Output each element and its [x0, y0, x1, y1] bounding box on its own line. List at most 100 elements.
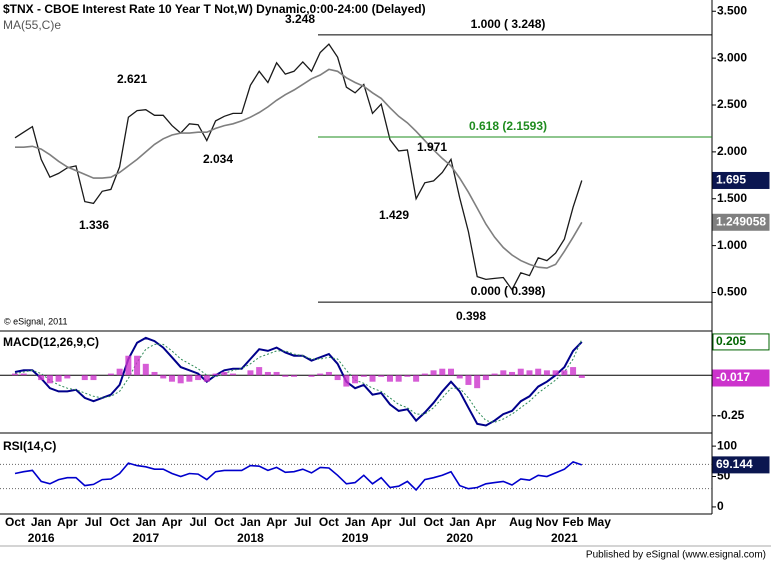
year-label: 2016	[28, 531, 55, 545]
histogram-bar	[81, 375, 88, 381]
x-tick-label: Jul	[399, 515, 416, 529]
chart-title: $TNX - CBOE Interest Rate 10 Year T Not,…	[3, 2, 426, 16]
histogram-bar	[291, 375, 298, 377]
value-label: 0.205	[716, 334, 746, 348]
histogram-bar	[404, 375, 411, 377]
histogram-bar	[378, 375, 385, 377]
histogram-bar	[343, 375, 350, 387]
histogram-bar	[325, 371, 332, 376]
x-tick-label: Nov	[536, 515, 559, 529]
histogram-bar	[413, 375, 420, 382]
histogram-bar	[273, 371, 280, 376]
x-tick-label: Jul	[189, 515, 206, 529]
histogram-bar	[482, 375, 489, 381]
panel-label: RSI(14,C)	[3, 439, 56, 453]
y-tick-label: 2.000	[717, 144, 747, 158]
y-tick-label: -0.25	[717, 408, 745, 422]
histogram-bar	[90, 375, 97, 381]
histogram-bar	[177, 375, 184, 384]
histogram-bar	[264, 371, 271, 376]
year-label: 2018	[237, 531, 264, 545]
y-tick-label: 0.500	[717, 285, 747, 299]
y-tick-label: 3.000	[717, 50, 747, 64]
ma-label: MA(55,C)e	[3, 18, 61, 32]
x-tick-label: Oct	[319, 515, 339, 529]
fib-label: 0.618 (2.1593)	[469, 119, 547, 133]
histogram-bar	[543, 370, 550, 376]
histogram-bar	[430, 370, 437, 376]
rsi-line	[14, 460, 583, 492]
value-box	[712, 213, 770, 231]
x-tick-label: Oct	[110, 515, 130, 529]
histogram-bar	[64, 375, 71, 379]
histogram-bar	[247, 370, 254, 376]
value-box	[712, 171, 770, 189]
histogram-bar	[125, 355, 132, 376]
histogram-bar	[195, 375, 202, 381]
histogram-bar	[509, 371, 516, 376]
histogram-bar	[552, 370, 559, 376]
x-tick-label: Jul	[85, 515, 102, 529]
x-tick-label: Jul	[294, 515, 311, 529]
histogram-bar	[386, 375, 393, 382]
histogram-bar	[352, 375, 359, 384]
x-tick-label: Apr	[371, 515, 392, 529]
x-tick-label: Jan	[345, 515, 366, 529]
value-box	[712, 369, 770, 387]
histogram-bar	[500, 370, 507, 376]
fib-label: 1.000 ( 3.248)	[471, 17, 546, 31]
value-label: 1.695	[716, 173, 746, 187]
footer: Published by eSignal (www.esignal.com)	[586, 550, 766, 561]
histogram-bar	[116, 368, 123, 376]
histogram-bar	[561, 370, 568, 376]
histogram-bar	[221, 371, 228, 376]
histogram-bar	[55, 375, 62, 382]
histogram-bar	[421, 373, 428, 376]
histogram-bar	[46, 375, 53, 384]
x-tick-label: Jan	[449, 515, 470, 529]
price-annotation: 0.398	[456, 309, 486, 323]
price-annotation: 1.336	[79, 218, 109, 232]
x-tick-label: Aug	[509, 515, 532, 529]
histogram-bar	[203, 375, 210, 382]
histogram-bar	[517, 368, 524, 376]
y-tick-label: 0	[717, 499, 724, 513]
year-label: 2020	[446, 531, 473, 545]
year-label: 2021	[551, 531, 578, 545]
histogram-bar	[456, 375, 463, 379]
price-annotation: 1.429	[379, 208, 409, 222]
histogram-bar	[448, 368, 454, 376]
histogram-bar	[360, 375, 367, 377]
copyright: © eSignal, 2011	[4, 316, 68, 326]
price-annotation: 2.621	[117, 72, 147, 86]
histogram-bar	[212, 373, 219, 376]
histogram-bar	[168, 375, 175, 382]
price-annotation: 2.034	[203, 152, 233, 166]
macd-line	[14, 336, 583, 427]
histogram-bar	[474, 375, 481, 389]
histogram-bar	[134, 355, 141, 376]
histogram-bar	[308, 375, 315, 377]
histogram-bar	[230, 373, 236, 376]
histogram-bar	[317, 373, 324, 376]
x-tick-label: Oct	[5, 515, 25, 529]
histogram-bar	[491, 373, 498, 376]
histogram-bar	[20, 373, 27, 376]
price-annotation: 1.971	[417, 140, 447, 154]
histogram-bar	[334, 375, 341, 381]
histogram-bar	[256, 367, 263, 376]
histogram-bar	[282, 375, 289, 377]
x-tick-label: Apr	[266, 515, 287, 529]
x-tick-label: Jan	[240, 515, 261, 529]
price-annotation: 3.248	[285, 12, 315, 26]
histogram-bar	[369, 375, 376, 382]
value-label: -0.017	[716, 370, 750, 384]
histogram-bar	[578, 375, 585, 378]
histogram-bar	[526, 370, 533, 376]
y-tick-label: 2.500	[717, 97, 747, 111]
y-tick-label: 1.000	[717, 238, 747, 252]
y-tick-label: 3.500	[717, 3, 747, 17]
value-label: 69.144	[716, 457, 753, 471]
